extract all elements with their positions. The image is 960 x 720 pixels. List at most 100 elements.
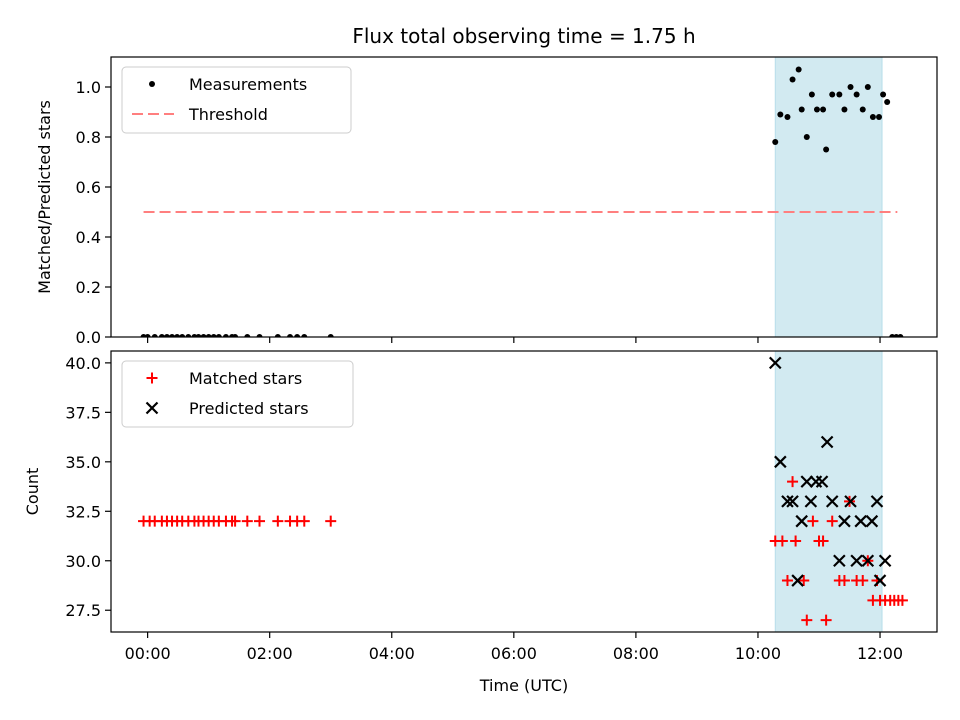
measurement-point — [813, 106, 820, 113]
measurement-point — [244, 334, 251, 337]
measurement-point — [185, 334, 192, 337]
predicted-star-point — [873, 574, 887, 587]
series-predicted-stars — [768, 356, 892, 587]
predicted-star-point — [815, 475, 829, 488]
measurement-point — [195, 334, 202, 337]
matched-star-point — [781, 575, 793, 587]
measurement-point — [784, 114, 791, 120]
predicted-star-point — [825, 495, 839, 508]
legend-box — [121, 360, 354, 428]
y-axis-label: Matched/Predicted stars — [35, 100, 54, 294]
matched-star-point — [857, 575, 869, 587]
measurement-point — [869, 114, 876, 120]
predicted-star-point — [786, 495, 799, 508]
y-tick-label: 0.2 — [76, 278, 101, 297]
predicted-star-point — [833, 554, 846, 568]
plot-area — [140, 66, 904, 337]
predicted-star-point — [865, 514, 879, 528]
series-matched-stars — [138, 476, 908, 626]
predicted-star-point — [870, 495, 884, 508]
predicted-star-point — [850, 554, 863, 568]
predicted-star-point — [795, 514, 808, 528]
legend-label: Matched stars — [189, 369, 302, 388]
measurement-point — [798, 106, 805, 113]
legend-label: Predicted stars — [189, 399, 309, 418]
matched-star-point — [254, 515, 266, 527]
matched-star-point — [325, 515, 337, 527]
legend-marker-dot — [149, 81, 155, 87]
measurement-point — [777, 111, 784, 118]
predicted-star-point — [854, 514, 867, 528]
measurement-point — [215, 334, 222, 337]
y-tick-label: 37.5 — [65, 403, 101, 422]
measurement-point — [803, 134, 810, 140]
measurement-point — [829, 91, 836, 98]
y-tick-label: 1.0 — [76, 78, 101, 97]
measurement-point — [287, 334, 294, 337]
y-tick-label: 0.6 — [76, 178, 101, 197]
y-tick-label: 35.0 — [65, 453, 101, 472]
legend: Measurements Threshold — [121, 66, 352, 134]
measurement-point — [823, 146, 830, 153]
y-axis-label: Count — [23, 468, 42, 516]
measurement-point — [884, 99, 891, 105]
legend-box — [121, 66, 352, 134]
measurement-point — [841, 106, 848, 113]
measurement-point — [836, 91, 843, 98]
x-tick-label: 06:00 — [491, 644, 537, 663]
matched-star-point — [838, 575, 850, 587]
predicted-star-point — [820, 435, 834, 449]
measurement-point — [274, 334, 281, 337]
x-axis-label: Time (UTC) — [479, 676, 568, 695]
y-tick-label: 0.4 — [76, 228, 101, 247]
x-tick-label: 08:00 — [613, 644, 659, 663]
measurement-point — [294, 334, 301, 337]
measurement-point — [179, 334, 186, 337]
predicted-star-point — [774, 455, 787, 469]
measurement-point — [808, 91, 815, 98]
x-tick-label: 04:00 — [369, 644, 415, 663]
legend: Matched stars Predicted stars — [121, 360, 354, 428]
matched-star-point — [787, 476, 799, 488]
x-tick-label: 10:00 — [735, 644, 781, 663]
y-tick-label: 0.8 — [76, 128, 101, 147]
predicted-star-point — [844, 495, 857, 508]
measurement-point — [301, 334, 308, 337]
legend-label: Threshold — [188, 105, 268, 124]
x-tick-label: 00:00 — [125, 644, 171, 663]
chart-title: Flux total observing time = 1.75 h — [352, 24, 695, 48]
measurement-point — [174, 334, 181, 337]
matched-star-point — [776, 535, 788, 547]
matched-star-point — [272, 515, 284, 527]
matched-star-point — [817, 535, 829, 547]
matched-star-point — [820, 614, 832, 626]
measurement-point — [144, 334, 151, 337]
measurement-point — [200, 334, 207, 337]
measurement-point — [864, 84, 871, 90]
measurement-point — [876, 114, 883, 120]
measurement-point — [327, 334, 334, 337]
axes-frame — [110, 350, 938, 633]
measurement-point — [256, 334, 263, 337]
y-tick-label: 32.5 — [65, 502, 101, 521]
matched-star-point — [801, 614, 813, 626]
y-tick-label: 30.0 — [65, 552, 101, 571]
measurement-point — [847, 84, 854, 90]
observing-window-band — [774, 350, 883, 633]
measurement-point — [205, 334, 212, 337]
y-tick-label: 40.0 — [65, 354, 101, 373]
measurement-point — [151, 334, 158, 337]
series-measurements — [140, 66, 904, 337]
matched-star-point — [896, 594, 908, 606]
measurement-point — [897, 334, 904, 337]
measurement-point — [158, 334, 165, 337]
predicted-star-point — [838, 514, 851, 528]
predicted-star-point — [861, 554, 875, 568]
measurement-point — [789, 76, 796, 83]
x-tick-label: 02:00 — [247, 644, 293, 663]
predicted-star-point — [768, 356, 782, 370]
measurement-point — [795, 66, 802, 73]
measurement-point — [880, 91, 887, 98]
panel-ratio: 0.0 0.2 0.4 0.6 0.8 1.0 Flux total observing t… — [35, 24, 938, 347]
